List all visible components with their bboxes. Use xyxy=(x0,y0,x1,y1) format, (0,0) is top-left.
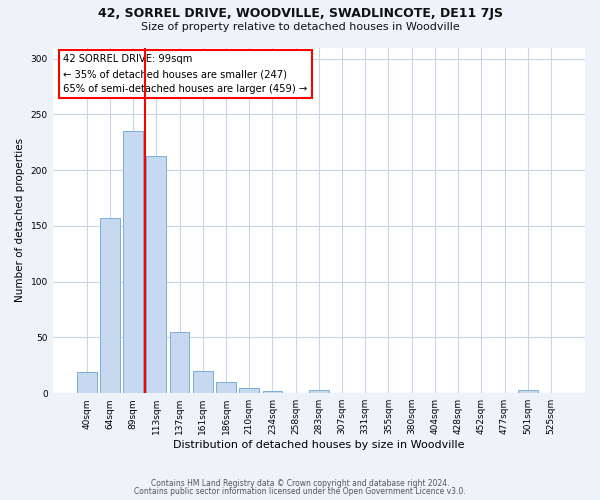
Bar xyxy=(170,332,190,393)
Bar xyxy=(309,390,329,393)
Text: Contains HM Land Registry data © Crown copyright and database right 2024.: Contains HM Land Registry data © Crown c… xyxy=(151,478,449,488)
Bar xyxy=(263,391,282,393)
Bar xyxy=(100,218,120,393)
Bar xyxy=(123,131,143,393)
Bar xyxy=(216,382,236,393)
Bar xyxy=(77,372,97,393)
Text: Contains public sector information licensed under the Open Government Licence v3: Contains public sector information licen… xyxy=(134,487,466,496)
Text: 42 SORREL DRIVE: 99sqm
← 35% of detached houses are smaller (247)
65% of semi-de: 42 SORREL DRIVE: 99sqm ← 35% of detached… xyxy=(64,54,308,94)
Text: 42, SORREL DRIVE, WOODVILLE, SWADLINCOTE, DE11 7JS: 42, SORREL DRIVE, WOODVILLE, SWADLINCOTE… xyxy=(97,8,503,20)
Bar xyxy=(193,371,212,393)
Text: Size of property relative to detached houses in Woodville: Size of property relative to detached ho… xyxy=(140,22,460,32)
Bar xyxy=(146,156,166,393)
Bar xyxy=(239,388,259,393)
X-axis label: Distribution of detached houses by size in Woodville: Distribution of detached houses by size … xyxy=(173,440,464,450)
Y-axis label: Number of detached properties: Number of detached properties xyxy=(15,138,25,302)
Bar xyxy=(518,390,538,393)
